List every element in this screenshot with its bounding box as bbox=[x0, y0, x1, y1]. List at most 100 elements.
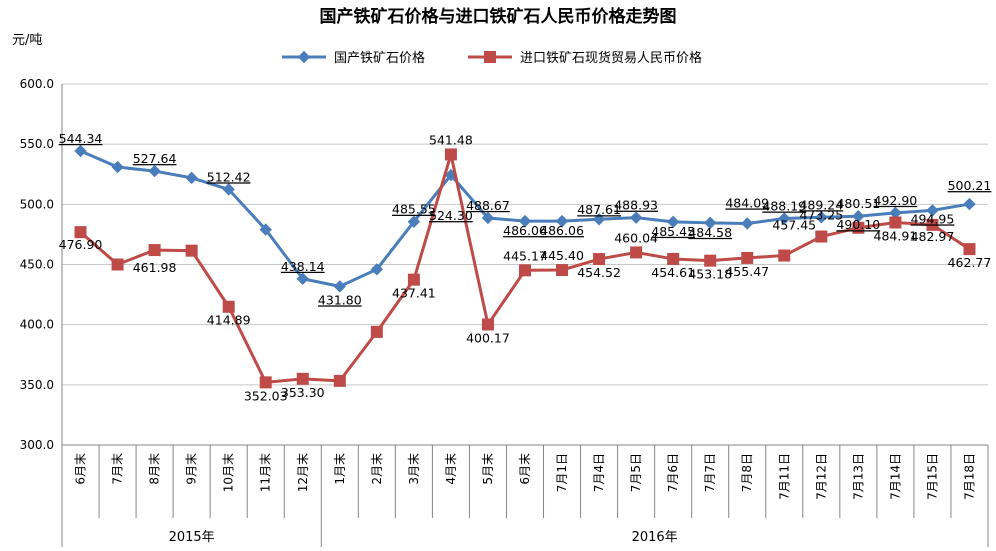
data-label: 484.58 bbox=[688, 225, 732, 240]
data-point bbox=[593, 253, 606, 266]
data-label: 414.89 bbox=[207, 313, 251, 328]
data-point bbox=[407, 273, 420, 286]
x-tick-label: 4月末 bbox=[444, 453, 458, 485]
data-point bbox=[148, 244, 161, 257]
x-tick-label: 7月6日 bbox=[666, 453, 680, 492]
data-point bbox=[481, 318, 494, 331]
data-point bbox=[333, 374, 346, 387]
year-group-label: 2015年 bbox=[169, 530, 215, 545]
data-label: 455.47 bbox=[725, 264, 769, 279]
year-group-label: 2016年 bbox=[632, 530, 678, 545]
data-point bbox=[222, 300, 235, 313]
x-tick-label: 8月末 bbox=[148, 453, 162, 485]
x-tick-label: 7月13日 bbox=[851, 453, 865, 500]
x-tick-label: 11月末 bbox=[259, 453, 273, 492]
data-point bbox=[111, 160, 124, 174]
data-point bbox=[778, 249, 791, 262]
data-point bbox=[518, 214, 532, 228]
data-label: 500.21 bbox=[948, 178, 992, 193]
y-tick-label: 550.0 bbox=[20, 137, 54, 151]
data-point bbox=[555, 214, 569, 228]
data-point bbox=[333, 280, 347, 293]
data-label: 492.90 bbox=[874, 193, 918, 208]
data-label: 400.17 bbox=[466, 330, 510, 345]
data-point bbox=[815, 230, 828, 243]
data-point bbox=[111, 258, 124, 271]
data-label: 484.91 bbox=[874, 228, 918, 243]
data-point bbox=[185, 244, 198, 257]
data-label: 512.42 bbox=[207, 169, 251, 184]
data-label: 445.17 bbox=[503, 248, 547, 263]
data-label: 457.45 bbox=[772, 218, 816, 233]
y-tick-label: 450.0 bbox=[20, 258, 54, 272]
x-tick-label: 9月末 bbox=[185, 453, 199, 485]
chart-title: 国产铁矿石价格与进口铁矿石人民币价格走势图 bbox=[320, 6, 677, 27]
data-point bbox=[667, 252, 680, 265]
y-axis-unit: 元/吨 bbox=[12, 33, 42, 48]
data-label: 437.41 bbox=[392, 286, 436, 301]
data-label: 527.64 bbox=[133, 151, 177, 166]
data-point bbox=[222, 183, 235, 196]
x-tick-label: 10月末 bbox=[222, 453, 236, 492]
data-label: 445.40 bbox=[540, 248, 584, 263]
x-tick-label: 7月14日 bbox=[888, 453, 902, 500]
data-label: 461.98 bbox=[133, 260, 177, 275]
data-label: 524.30 bbox=[429, 208, 473, 223]
data-label: 431.80 bbox=[318, 292, 362, 307]
data-point bbox=[963, 197, 976, 211]
data-point bbox=[519, 264, 531, 277]
x-tick-label: 6月末 bbox=[74, 453, 88, 485]
data-point bbox=[889, 216, 902, 229]
x-tick-label: 2月末 bbox=[370, 453, 384, 485]
series-layer: 544.34 527.64 512.42 438.14 431.80 485.55524.… bbox=[59, 131, 992, 403]
data-point bbox=[741, 251, 754, 264]
data-point bbox=[704, 254, 717, 267]
x-tick-label: 12月末 bbox=[296, 453, 310, 492]
x-tick-label: 7月4日 bbox=[592, 453, 606, 492]
x-tick-label: 7月末 bbox=[111, 453, 125, 485]
data-label: 476.90 bbox=[59, 237, 103, 252]
axes: 300.0 350.0 400.0 450.0 500.0 550.0 600.0 6月末 7月… bbox=[20, 77, 989, 547]
x-tick-label: 7月7日 bbox=[703, 453, 717, 492]
x-tick-label: 5月末 bbox=[481, 453, 495, 485]
data-point bbox=[407, 215, 421, 228]
data-label: 486.06 bbox=[503, 223, 547, 238]
data-label: 487.61 bbox=[577, 202, 621, 217]
y-tick-label: 400.0 bbox=[20, 318, 54, 332]
data-point bbox=[556, 264, 569, 277]
data-point bbox=[815, 211, 828, 224]
data-label: 438.14 bbox=[281, 259, 325, 274]
data-label: 486.06 bbox=[540, 223, 584, 238]
data-point bbox=[852, 221, 865, 234]
data-label: 454.52 bbox=[577, 265, 621, 280]
data-point bbox=[185, 171, 198, 185]
x-tick-label: 6月末 bbox=[518, 453, 532, 485]
data-point bbox=[444, 148, 457, 161]
legend-label: 国产铁矿石价格 bbox=[334, 50, 425, 66]
data-label: 453.18 bbox=[688, 267, 732, 282]
data-label: 485.55 bbox=[392, 202, 436, 217]
legend-marker bbox=[484, 51, 496, 63]
data-label: 544.34 bbox=[59, 131, 103, 146]
data-label: 353.30 bbox=[281, 385, 325, 400]
y-tick-label: 350.0 bbox=[20, 378, 54, 392]
data-label: 485.45 bbox=[651, 224, 695, 239]
legend-label: 进口铁矿石现货贸易人民币价格 bbox=[520, 50, 702, 66]
y-tick-label: 300.0 bbox=[20, 438, 54, 452]
data-point bbox=[296, 372, 309, 385]
data-label: 488.19 bbox=[762, 199, 806, 214]
data-point bbox=[370, 325, 383, 338]
data-label: 482.97 bbox=[911, 229, 955, 244]
data-point bbox=[703, 216, 717, 230]
data-label: 488.93 bbox=[614, 198, 658, 213]
data-label: 541.48 bbox=[429, 132, 473, 147]
data-point bbox=[630, 246, 643, 259]
data-point bbox=[852, 210, 865, 223]
data-label: 462.77 bbox=[948, 255, 992, 270]
data-point bbox=[370, 263, 384, 276]
data-point bbox=[926, 218, 939, 231]
data-label: 473.25 bbox=[799, 208, 843, 223]
data-label: 494.95 bbox=[911, 211, 955, 226]
